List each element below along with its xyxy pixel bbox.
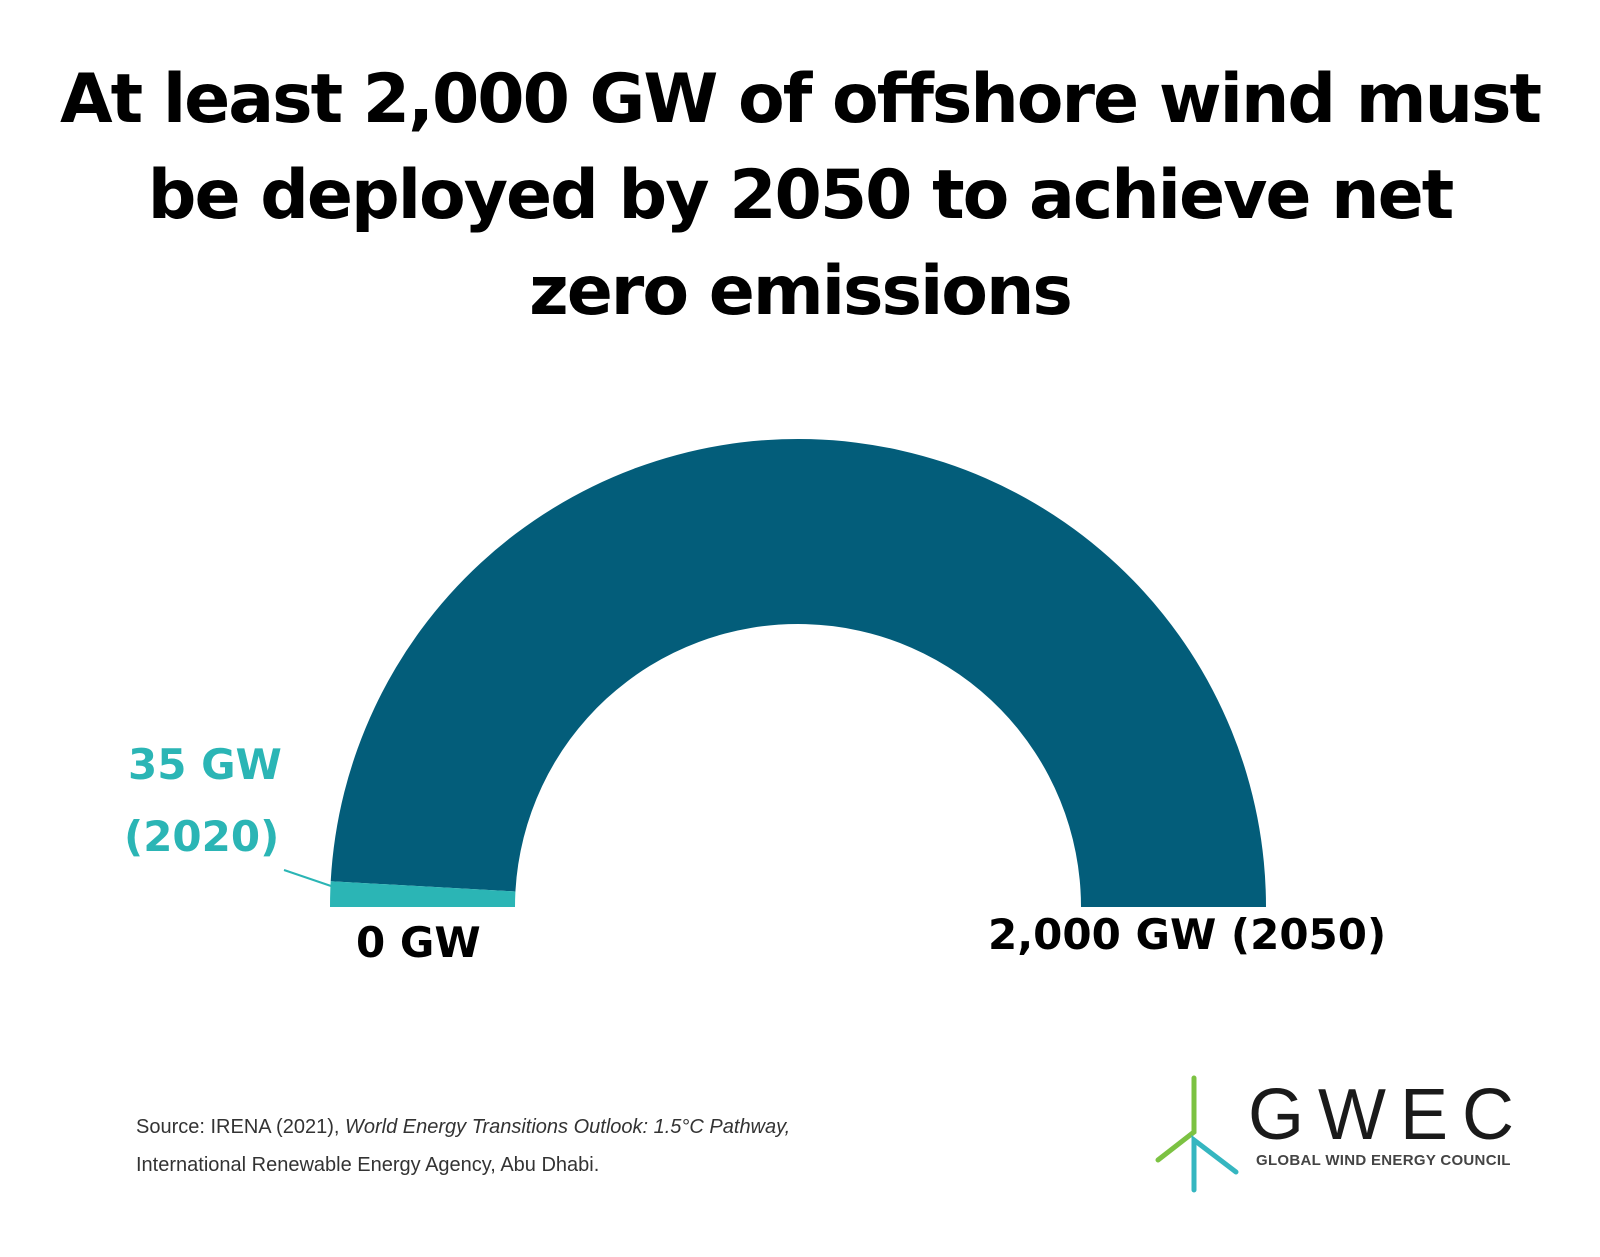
- source-title: World Energy Transitions Outlook: 1.5°C …: [344, 1116, 791, 1138]
- gwec-logo-icon: [1155, 1075, 1239, 1193]
- current-value-label: 35 GW: [128, 740, 282, 789]
- logo-subtitle: GLOBAL WIND ENERGY COUNCIL: [1256, 1152, 1511, 1169]
- source-line2: International Renewable Energy Agency, A…: [136, 1154, 600, 1176]
- logo-name: GWEC: [1248, 1075, 1528, 1155]
- gauge-arc-current: [330, 881, 516, 907]
- source-prefix: Source: IRENA (2021),: [136, 1116, 345, 1138]
- max-label: 2,000 GW (2050): [988, 910, 1387, 959]
- min-label: 0 GW: [356, 918, 481, 967]
- chart-title: At least 2,000 GW of offshore wind must …: [60, 60, 1542, 331]
- gauge-arc-target: [330, 438, 1266, 907]
- current-leader-line: [283, 869, 332, 887]
- source-note: Source: IRENA (2021), World Energy Trans…: [136, 1108, 790, 1184]
- current-year-label: (2020): [124, 812, 280, 861]
